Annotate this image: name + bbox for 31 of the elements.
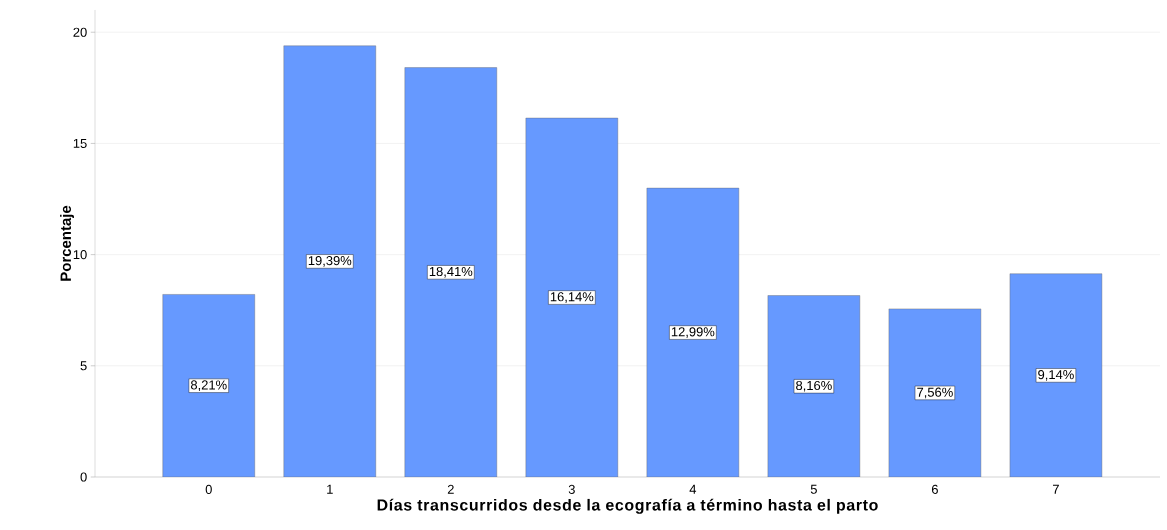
x-tick-label: 5 (810, 484, 817, 494)
data-label: 7,56% (917, 387, 953, 399)
bar (888, 308, 982, 477)
data-label: 12,99% (671, 327, 715, 338)
bar (767, 295, 861, 477)
bar (525, 117, 619, 477)
x-tick-label: 4 (689, 484, 697, 494)
x-tick-label: 3 (568, 484, 575, 494)
bar (1009, 273, 1103, 477)
x-axis-title: Días transcurridos desde la ecografía a término hasta el parto (377, 498, 878, 514)
x-tick-label: 2 (447, 484, 454, 494)
data-label: 19,39% (308, 256, 352, 267)
y-axis-title: Porcentaje (60, 205, 74, 281)
x-tick-label: 0 (205, 484, 212, 494)
data-label: 16,14% (550, 292, 594, 303)
bar (162, 294, 255, 477)
x-tick-label: 1 (327, 484, 333, 494)
y-tick-label: 20 (73, 27, 87, 37)
bar (646, 187, 740, 477)
y-tick-label: 10 (73, 250, 87, 260)
data-label: 8,16% (796, 380, 832, 392)
y-tick-label: 15 (73, 138, 87, 148)
data-label: 18,41% (429, 266, 473, 278)
data-label: 8,21% (190, 380, 227, 392)
x-tick-label: 6 (931, 484, 938, 494)
y-tick-label: 0 (80, 472, 87, 482)
data-label: 9,14% (1038, 370, 1074, 381)
bar (404, 67, 497, 477)
x-tick-label: 7 (1052, 484, 1059, 494)
bar (283, 45, 376, 477)
y-tick-label: 5 (80, 361, 87, 371)
